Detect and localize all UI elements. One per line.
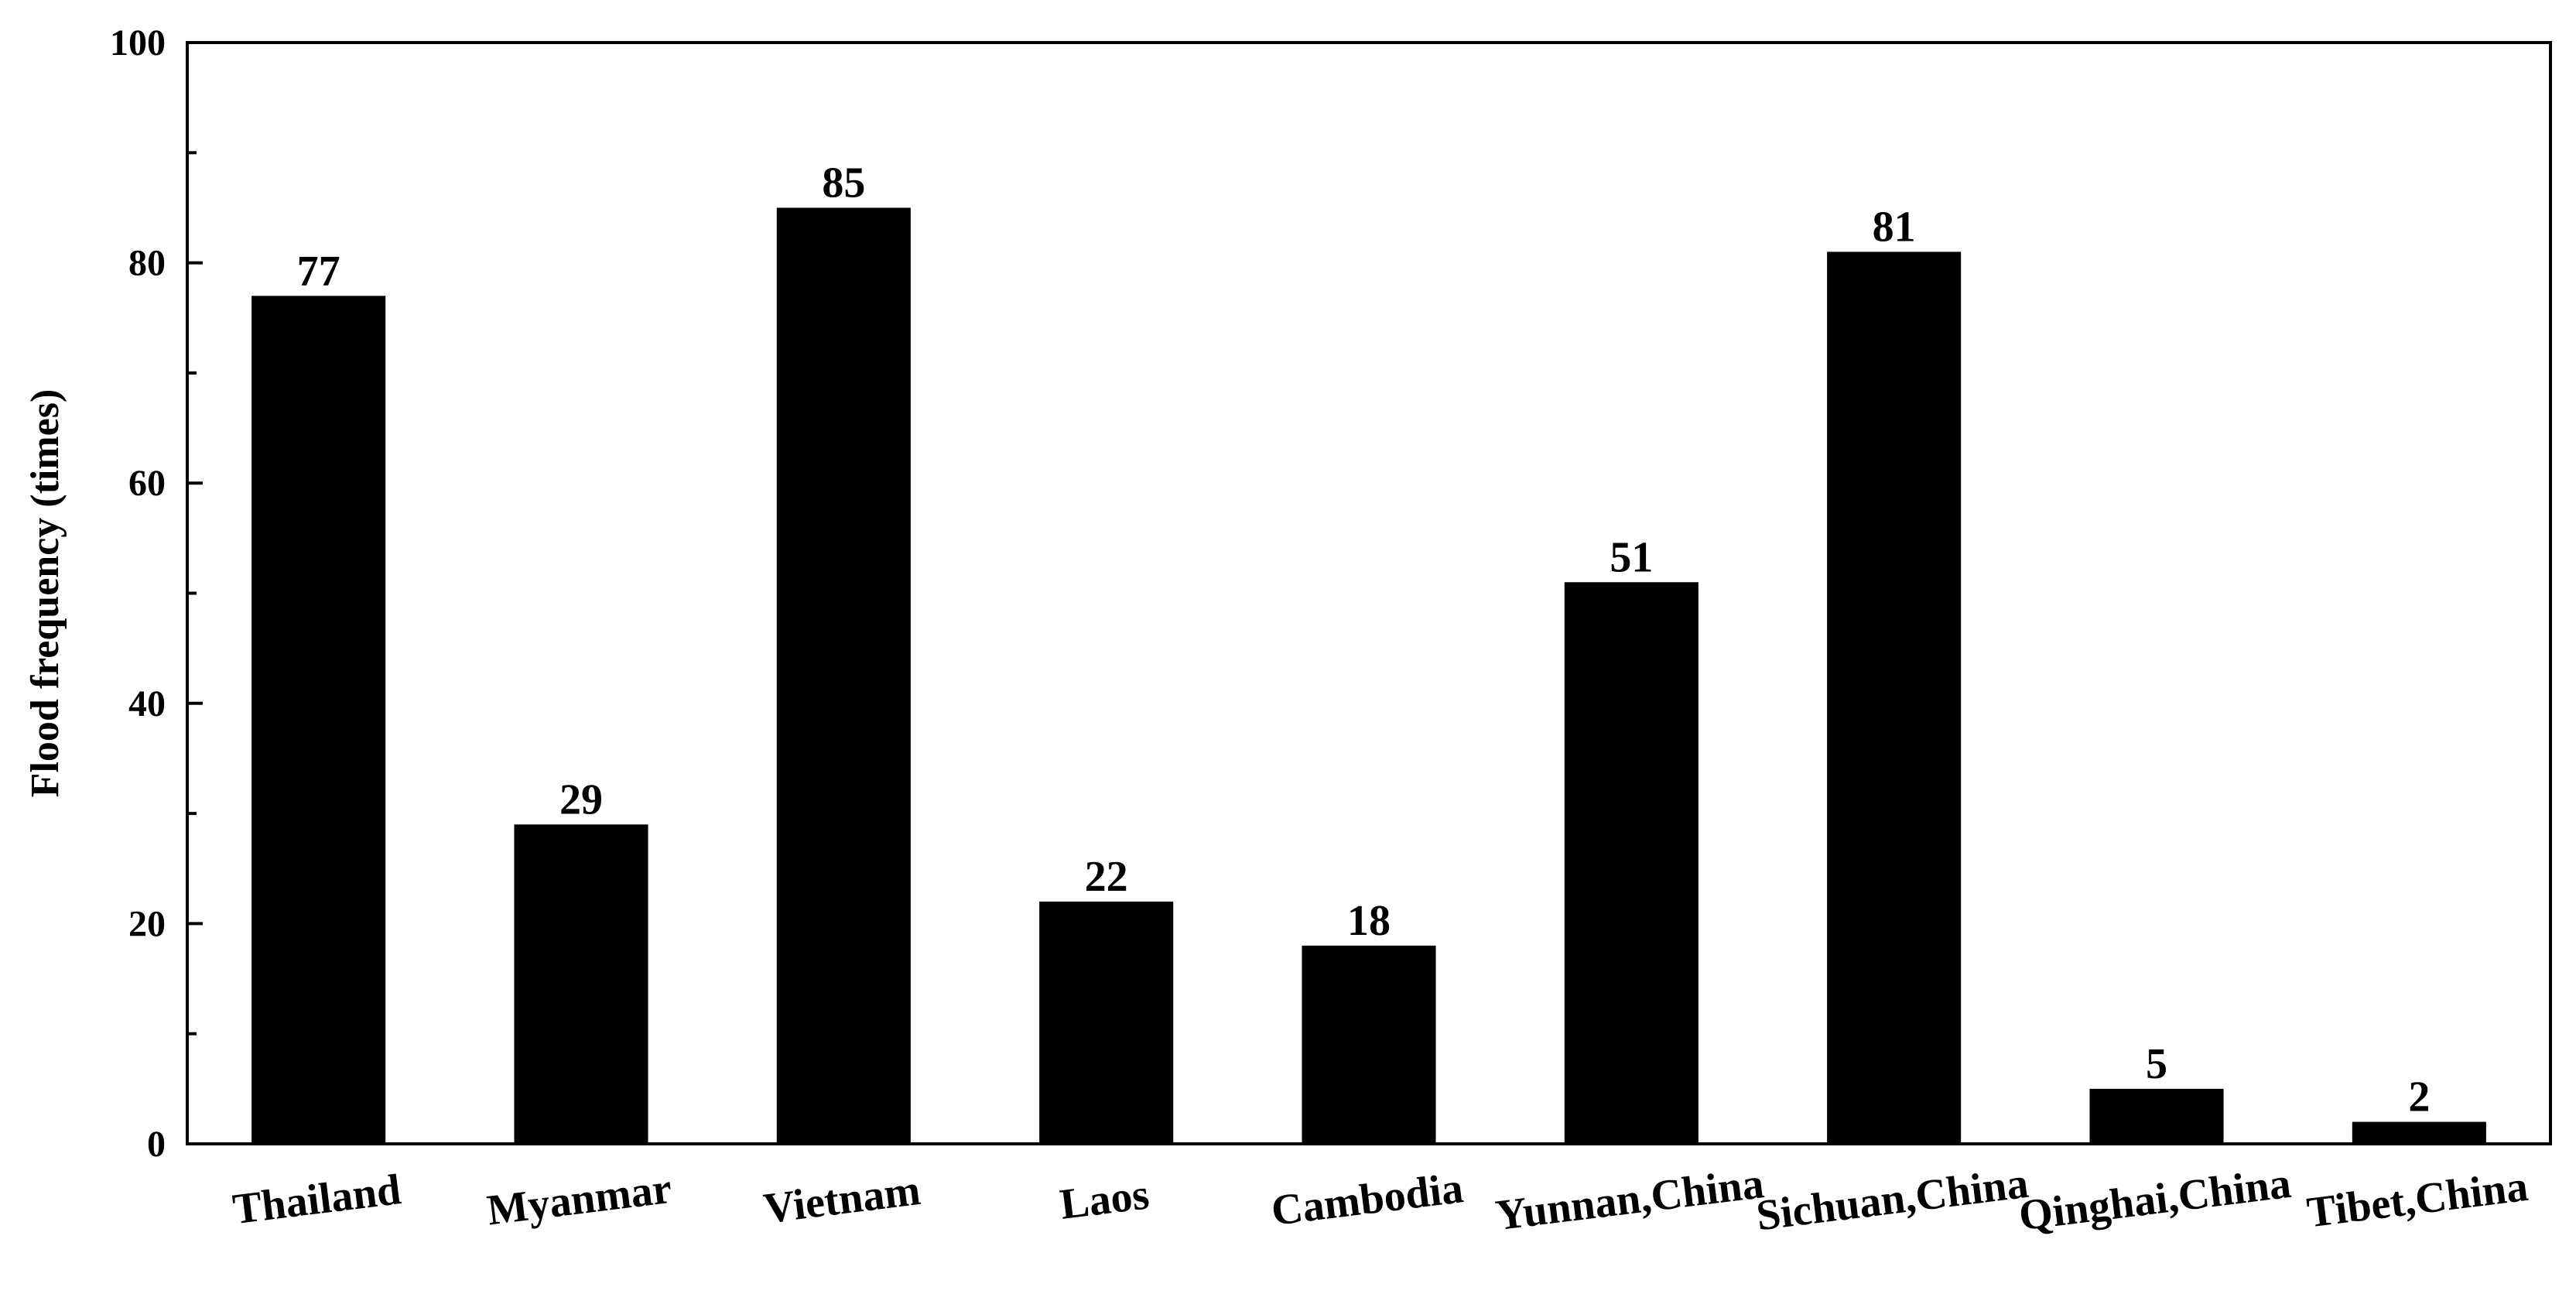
bar-value-label: 22: [1085, 853, 1128, 901]
bar: [2089, 1088, 2224, 1144]
bar: [1564, 582, 1699, 1144]
bar-value-label: 2: [2408, 1073, 2430, 1121]
bar: [514, 824, 648, 1144]
bar-value-label: 81: [1873, 203, 1916, 251]
x-category-label: Cambodia: [1268, 1164, 1466, 1235]
bar: [2352, 1121, 2486, 1144]
bar-value-label: 51: [1610, 533, 1653, 581]
bar: [1039, 901, 1174, 1144]
y-tick-label: 80: [128, 243, 166, 284]
bar-value-label: 77: [297, 247, 340, 295]
x-category-label: Vietnam: [761, 1166, 923, 1233]
y-ticks: 0 20 40 60 80 100: [110, 22, 203, 1165]
bar: [251, 296, 386, 1144]
category-labels: Thailand Myanmar Vietnam Laos Cambodia Yunnan…: [231, 1159, 2531, 1241]
y-tick-label: 100: [110, 22, 166, 63]
x-category-label: Myanmar: [484, 1165, 674, 1235]
bar-value-label: 5: [2146, 1040, 2167, 1088]
x-category-label: Yunnan,China: [1493, 1159, 1767, 1240]
y-tick-label: 60: [128, 463, 166, 504]
y-tick-label: 40: [128, 683, 166, 724]
x-category-label: Qinghai,China: [2017, 1159, 2294, 1241]
y-tick-label: 20: [128, 903, 166, 944]
y-tick-label: 0: [147, 1124, 166, 1165]
bar: [776, 207, 911, 1145]
bar-value-label: 29: [559, 775, 603, 823]
x-category-label: Tibet,China: [2304, 1162, 2530, 1237]
bar: [1302, 945, 1436, 1144]
x-category-label: Thailand: [231, 1166, 404, 1234]
y-axis-title: Flood frequency (times): [23, 389, 67, 798]
bar-value-label: 85: [822, 159, 865, 207]
x-category-label: Sichuan,China: [1753, 1159, 2030, 1241]
bar-value-label: 18: [1347, 897, 1391, 945]
bar: [1827, 252, 1962, 1144]
data-labels: 77 29 85 22 18 51 81 5 2: [297, 159, 2431, 1121]
x-category-label: Laos: [1058, 1170, 1152, 1229]
bars-layer: [251, 207, 2486, 1145]
